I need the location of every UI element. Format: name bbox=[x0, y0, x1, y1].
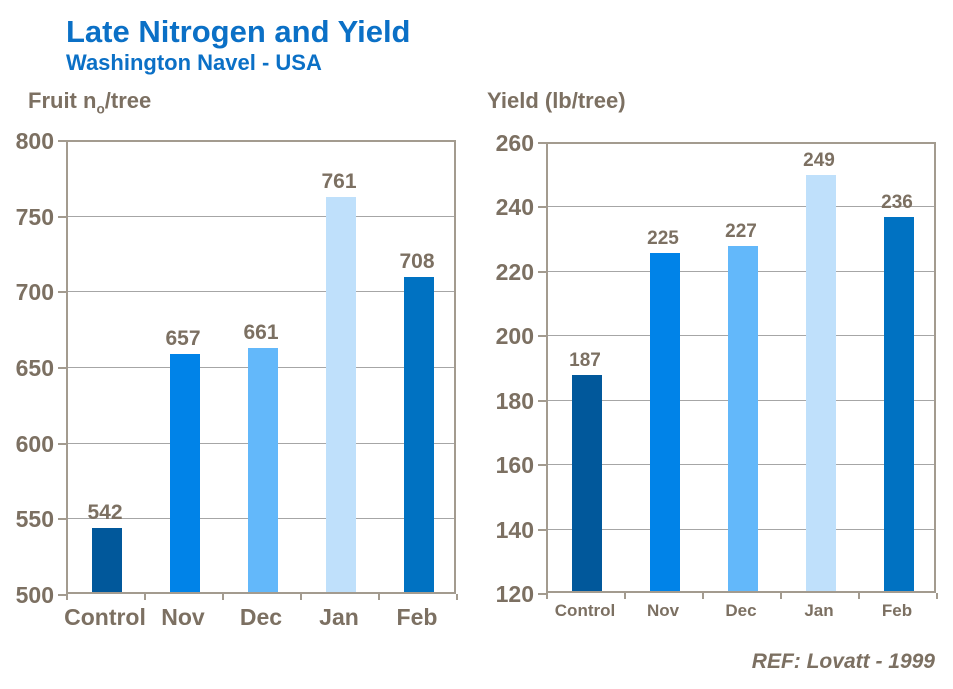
x-axis-tick-mark bbox=[300, 594, 302, 600]
bar-nov bbox=[170, 354, 200, 592]
bar-value-label: 236 bbox=[881, 192, 913, 213]
bar-feb bbox=[884, 217, 914, 591]
y-axis-tick-mark bbox=[58, 367, 66, 369]
axis-title-text: /tree bbox=[104, 88, 152, 113]
y-axis-tick-label: 500 bbox=[15, 581, 54, 608]
x-axis-category-label: Dec bbox=[725, 601, 757, 620]
y-axis-tick-label: 550 bbox=[15, 505, 54, 532]
y-axis-tick-label: 260 bbox=[495, 129, 534, 156]
x-axis-tick-mark bbox=[936, 593, 938, 599]
y-axis-tick-label: 650 bbox=[15, 354, 54, 381]
bar-value-label: 542 bbox=[87, 501, 123, 524]
yield-plot-area bbox=[546, 142, 936, 593]
y-axis-tick-mark bbox=[538, 206, 546, 208]
y-axis-tick-mark bbox=[58, 518, 66, 520]
bar-value-label: 761 bbox=[321, 170, 357, 193]
x-axis-tick-mark bbox=[624, 593, 626, 599]
y-axis-tick-label: 240 bbox=[495, 193, 534, 220]
y-axis-tick-mark bbox=[538, 400, 546, 402]
x-axis-category-label: Control bbox=[554, 601, 616, 620]
y-axis-tick-mark bbox=[58, 291, 66, 293]
y-axis-tick-mark bbox=[538, 271, 546, 273]
gridline bbox=[68, 216, 454, 217]
y-axis-tick-mark bbox=[538, 529, 546, 531]
y-axis-tick-label: 120 bbox=[495, 580, 534, 607]
bar-value-label: 249 bbox=[803, 150, 835, 171]
y-axis-tick-label: 160 bbox=[495, 451, 534, 478]
bar-value-label: 225 bbox=[647, 228, 679, 249]
bar-nov bbox=[650, 253, 680, 591]
x-axis-category-label: Nov bbox=[646, 601, 680, 620]
reference-text: REF: Lovatt - 1999 bbox=[751, 650, 935, 673]
chart-subtitle: Washington Navel - USA bbox=[66, 50, 322, 75]
bar-value-label: 657 bbox=[165, 327, 201, 350]
left-axis-title: Fruit no/tree bbox=[28, 88, 151, 116]
x-axis-category-label: Feb bbox=[881, 601, 913, 620]
bar-value-label: 187 bbox=[569, 350, 601, 371]
bar-control bbox=[572, 375, 602, 591]
y-axis-tick-label: 180 bbox=[495, 387, 534, 414]
axis-title-text: Fruit n bbox=[28, 88, 97, 113]
fruit-per-tree-plot-area bbox=[66, 140, 456, 594]
y-axis-tick-mark bbox=[538, 335, 546, 337]
x-axis-category-label: Feb bbox=[396, 604, 438, 630]
bar-value-label: 227 bbox=[725, 221, 757, 242]
y-axis-tick-mark bbox=[58, 216, 66, 218]
y-axis-tick-mark bbox=[538, 142, 546, 144]
y-axis-tick-label: 220 bbox=[495, 258, 534, 285]
x-axis-tick-mark bbox=[66, 594, 68, 600]
bar-control bbox=[92, 528, 122, 592]
y-axis-tick-mark bbox=[58, 140, 66, 142]
y-axis-tick-label: 700 bbox=[15, 278, 54, 305]
gridline bbox=[548, 206, 934, 207]
x-axis-category-label: Jan bbox=[319, 604, 359, 630]
y-axis-tick-mark bbox=[538, 464, 546, 466]
x-axis-tick-mark bbox=[222, 594, 224, 600]
y-axis-tick-label: 200 bbox=[495, 322, 534, 349]
y-axis-tick-mark bbox=[58, 594, 66, 596]
x-axis-tick-mark bbox=[144, 594, 146, 600]
bar-value-label: 661 bbox=[243, 321, 279, 344]
bar-value-label: 708 bbox=[399, 250, 435, 273]
x-axis-tick-mark bbox=[702, 593, 704, 599]
x-axis-tick-mark bbox=[780, 593, 782, 599]
axis-title-text: o bbox=[96, 101, 105, 117]
gridline bbox=[68, 291, 454, 292]
bar-jan bbox=[326, 197, 356, 592]
y-axis-tick-label: 800 bbox=[15, 127, 54, 154]
chart-title: Late Nitrogen and Yield bbox=[66, 14, 411, 49]
x-axis-category-label: Nov bbox=[161, 604, 205, 630]
x-axis-category-label: Jan bbox=[804, 601, 834, 620]
x-axis-tick-mark bbox=[456, 594, 458, 600]
x-axis-category-label: Dec bbox=[239, 604, 283, 630]
y-axis-tick-mark bbox=[58, 443, 66, 445]
axis-title-text: Yield (lb/tree) bbox=[487, 88, 626, 113]
y-axis-tick-label: 600 bbox=[15, 430, 54, 457]
y-axis-tick-mark bbox=[538, 593, 546, 595]
x-axis-category-label: Control bbox=[64, 604, 146, 630]
x-axis-tick-mark bbox=[546, 593, 548, 599]
right-axis-title: Yield (lb/tree) bbox=[487, 88, 626, 114]
bar-dec bbox=[248, 348, 278, 592]
x-axis-tick-mark bbox=[378, 594, 380, 600]
y-axis-tick-label: 750 bbox=[15, 203, 54, 230]
bar-dec bbox=[728, 246, 758, 591]
bar-jan bbox=[806, 175, 836, 591]
bar-feb bbox=[404, 277, 434, 592]
x-axis-tick-mark bbox=[858, 593, 860, 599]
y-axis-tick-label: 140 bbox=[495, 516, 534, 543]
